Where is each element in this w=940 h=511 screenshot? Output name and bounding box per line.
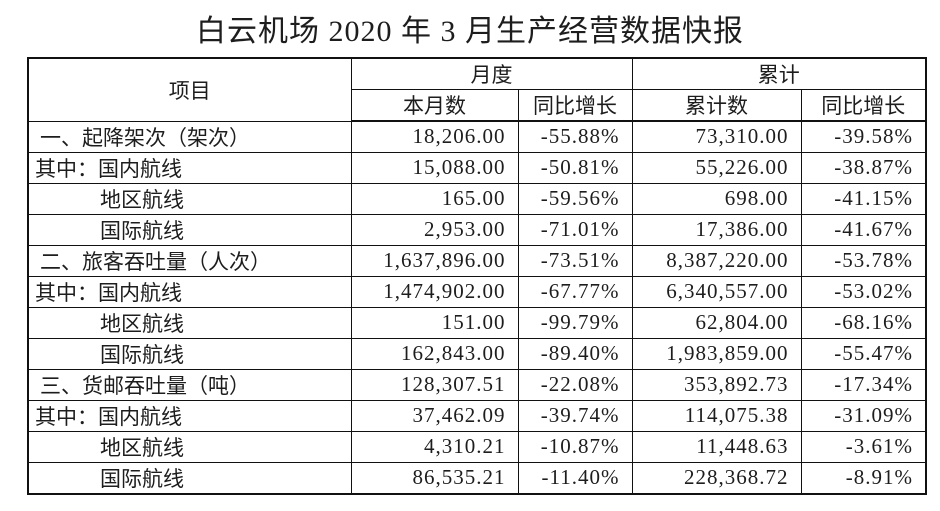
table-row-takeoffs-international: 国际航线 2,953.00 -71.01% 17,386.00 -41.67% — [27, 213, 927, 246]
cum-value-cell: 73,310.00 — [631, 120, 802, 153]
table-row-passengers-total: 二、旅客吞吐量（人次） 1,637,896.00 -73.51% 8,387,2… — [27, 244, 927, 277]
header-monthly-group: 月度 — [350, 57, 633, 90]
report-title: 白云机场 2020 年 3 月生产经营数据快报 — [196, 15, 744, 48]
cum-value-cell: 698.00 — [631, 182, 802, 215]
month-value-cell: 15,088.00 — [350, 151, 519, 184]
month-yoy-cell: -59.56% — [517, 182, 633, 215]
table-row-passengers-international: 国际航线 162,843.00 -89.40% 1,983,859.00 -55… — [27, 337, 927, 370]
header-row-groups: 项目 月度 累计 — [27, 57, 927, 122]
row-label: 其中：国内航线 — [27, 399, 352, 432]
table-row-takeoffs-domestic: 其中：国内航线 15,088.00 -50.81% 55,226.00 -38.… — [27, 151, 927, 184]
month-yoy-cell: -22.08% — [517, 368, 633, 401]
cum-yoy-cell: -41.67% — [800, 213, 927, 246]
cum-value-cell: 62,804.00 — [631, 306, 802, 339]
cum-yoy-cell: -53.02% — [800, 275, 927, 308]
month-value-cell: 165.00 — [350, 182, 519, 215]
table-body: 一、起降架次（架次） 18,206.00 -55.88% 73,310.00 -… — [27, 120, 927, 494]
cum-value-cell: 6,340,557.00 — [631, 275, 802, 308]
cum-yoy-cell: -8.91% — [800, 461, 927, 494]
row-label: 一、起降架次（架次） — [27, 120, 352, 153]
cum-yoy-cell: -41.15% — [800, 182, 927, 215]
table-row-cargo-regional: 地区航线 4,310.21 -10.87% 11,448.63 -3.61% — [27, 430, 927, 463]
header-cum-value: 累计数 — [631, 89, 802, 122]
row-label: 地区航线 — [27, 430, 352, 463]
cum-value-cell: 55,226.00 — [631, 151, 802, 184]
header-month-value: 本月数 — [350, 89, 519, 122]
month-value-cell: 162,843.00 — [350, 337, 519, 370]
cum-yoy-cell: -55.47% — [800, 337, 927, 370]
table-row-cargo-total: 三、货邮吞吐量（吨） 128,307.51 -22.08% 353,892.73… — [27, 368, 927, 401]
cum-yoy-cell: -68.16% — [800, 306, 927, 339]
header-cum-yoy: 同比增长 — [800, 89, 927, 122]
month-yoy-cell: -39.74% — [517, 399, 633, 432]
month-yoy-cell: -10.87% — [517, 430, 633, 463]
header-month-yoy: 同比增长 — [517, 89, 633, 122]
month-value-cell: 86,535.21 — [350, 461, 519, 494]
cum-value-cell: 8,387,220.00 — [631, 244, 802, 277]
row-label: 国际航线 — [27, 337, 352, 370]
table-row-takeoffs-total: 一、起降架次（架次） 18,206.00 -55.88% 73,310.00 -… — [27, 120, 927, 153]
row-label: 三、货邮吞吐量（吨） — [27, 368, 352, 401]
cum-yoy-cell: -39.58% — [800, 120, 927, 153]
cum-value-cell: 1,983,859.00 — [631, 337, 802, 370]
month-value-cell: 151.00 — [350, 306, 519, 339]
cum-yoy-cell: -38.87% — [800, 151, 927, 184]
cum-value-cell: 114,075.38 — [631, 399, 802, 432]
row-label: 其中：国内航线 — [27, 151, 352, 184]
month-value-cell: 1,474,902.00 — [350, 275, 519, 308]
row-label: 二、旅客吞吐量（人次） — [27, 244, 352, 277]
header-item: 项目 — [27, 57, 352, 122]
cum-yoy-cell: -3.61% — [800, 430, 927, 463]
cum-value-cell: 11,448.63 — [631, 430, 802, 463]
table-header: 项目 月度 累计 本月数 同比增长 累计数 同比增长 — [27, 57, 927, 122]
table-row-passengers-regional: 地区航线 151.00 -99.79% 62,804.00 -68.16% — [27, 306, 927, 339]
month-yoy-cell: -55.88% — [517, 120, 633, 153]
data-table: 项目 月度 累计 本月数 同比增长 累计数 同比增长 一、起降架次（架次） 18… — [27, 57, 927, 495]
month-yoy-cell: -73.51% — [517, 244, 633, 277]
month-yoy-cell: -89.40% — [517, 337, 633, 370]
month-value-cell: 1,637,896.00 — [350, 244, 519, 277]
month-yoy-cell: -67.77% — [517, 275, 633, 308]
month-value-cell: 2,953.00 — [350, 213, 519, 246]
cum-yoy-cell: -53.78% — [800, 244, 927, 277]
header-cumulative-group: 累计 — [631, 57, 927, 90]
table-row-cargo-domestic: 其中：国内航线 37,462.09 -39.74% 114,075.38 -31… — [27, 399, 927, 432]
month-value-cell: 37,462.09 — [350, 399, 519, 432]
row-label: 地区航线 — [27, 306, 352, 339]
cum-value-cell: 228,368.72 — [631, 461, 802, 494]
header-row-subcolumns: 本月数 同比增长 累计数 同比增长 — [28, 89, 927, 122]
row-label: 其中：国内航线 — [27, 275, 352, 308]
table-row-takeoffs-regional: 地区航线 165.00 -59.56% 698.00 -41.15% — [27, 182, 927, 215]
row-label: 地区航线 — [27, 182, 352, 215]
row-label: 国际航线 — [27, 461, 352, 494]
month-yoy-cell: -99.79% — [517, 306, 633, 339]
month-value-cell: 128,307.51 — [350, 368, 519, 401]
table-row-cargo-international: 国际航线 86,535.21 -11.40% 228,368.72 -8.91% — [27, 461, 927, 494]
cum-yoy-cell: -31.09% — [800, 399, 927, 432]
cum-yoy-cell: -17.34% — [800, 368, 927, 401]
month-yoy-cell: -71.01% — [517, 213, 633, 246]
cum-value-cell: 17,386.00 — [631, 213, 802, 246]
month-value-cell: 4,310.21 — [350, 430, 519, 463]
row-label: 国际航线 — [27, 213, 352, 246]
month-yoy-cell: -50.81% — [517, 151, 633, 184]
month-yoy-cell: -11.40% — [517, 461, 633, 494]
cum-value-cell: 353,892.73 — [631, 368, 802, 401]
month-value-cell: 18,206.00 — [350, 120, 519, 153]
table-row-passengers-domestic: 其中：国内航线 1,474,902.00 -67.77% 6,340,557.0… — [27, 275, 927, 308]
